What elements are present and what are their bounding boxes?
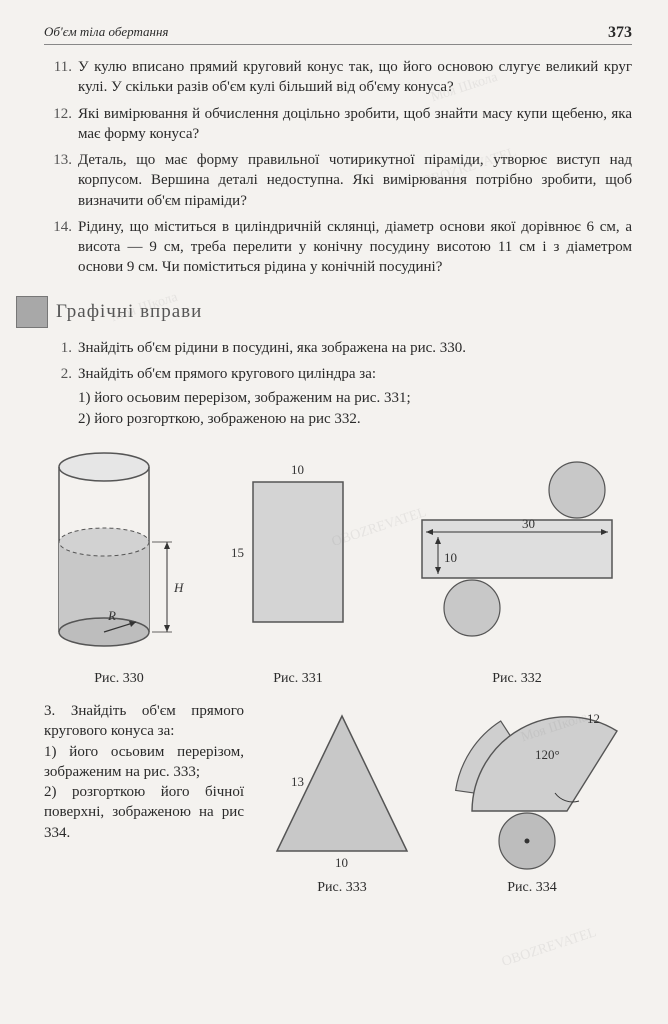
label-len: 30 [522, 516, 535, 531]
exercise-3-intro: Знайдіть об'єм прямого кругового конуса … [44, 703, 244, 739]
figure-334: 120° 12 Рис. 334 [437, 701, 627, 896]
caption-332: Рис. 332 [402, 671, 632, 687]
problem-text: Які вимірювання й обчислення доцільно зр… [78, 104, 632, 145]
section-graphic-exercises: Графічні вправи [16, 296, 632, 328]
rect-svg: 10 15 [223, 442, 373, 662]
exercise-text: Знайдіть об'єм прямого кругового циліндр… [78, 364, 632, 384]
problem-number: 13. [44, 150, 78, 211]
exercise-number: 2. [44, 364, 78, 384]
problem-text: У кулю вписано прямий круговий конус так… [78, 57, 632, 98]
sector-svg: 120° 12 [437, 701, 627, 871]
caption-331: Рис. 331 [223, 671, 373, 687]
page-number: 373 [608, 24, 632, 42]
watermark: OBOZREVATEL [500, 925, 599, 971]
problem-number: 12. [44, 104, 78, 145]
exercise-2-sub2: 2) його розгорткою, зображеною на рис 33… [44, 411, 632, 428]
label-radius: 12 [587, 711, 600, 726]
problem-11: 11. У кулю вписано прямий круговий конус… [44, 57, 632, 98]
running-header: Об'єм тіла обертання 373 [44, 24, 632, 45]
triangle-svg: 13 10 [257, 701, 427, 871]
exercise-3: 3. Знайдіть об'єм прямого кругового кону… [44, 701, 252, 896]
figure-333: 13 10 Рис. 333 [257, 701, 427, 896]
cylinder-svg: R H [44, 442, 194, 662]
exercise-number: 1. [44, 338, 78, 358]
exercise-2-sub1: 1) його осьовим перерізом, зображеним на… [44, 390, 632, 407]
caption-333: Рис. 333 [257, 880, 427, 896]
label-slant: 13 [291, 774, 304, 789]
figure-row-1: R H Рис. 330 10 15 Рис. 331 [44, 442, 632, 687]
problem-text: Деталь, що має форму правильної чотирику… [78, 150, 632, 211]
label-base: 10 [335, 855, 348, 870]
section-icon [16, 296, 48, 328]
caption-330: Рис. 330 [44, 671, 194, 687]
exercise-text: Знайдіть об'єм рідини в посудині, яка зо… [78, 338, 632, 358]
exercise-2: 2. Знайдіть об'єм прямого кругового цилі… [44, 364, 632, 384]
header-title: Об'єм тіла обертання [44, 24, 168, 42]
exercise-3-sub2: 2) розгорткою його бічної поверхні, зобр… [44, 784, 244, 841]
caption-334: Рис. 334 [437, 880, 627, 896]
problem-number: 14. [44, 217, 78, 278]
label-w: 10 [291, 462, 304, 477]
problem-14: 14. Рідину, що міститься в циліндричній … [44, 217, 632, 278]
problem-number: 11. [44, 57, 78, 98]
label-H: H [173, 580, 184, 595]
problem-13: 13. Деталь, що має форму правильної чоти… [44, 150, 632, 211]
exercise-3-sub1: 1) його осьовим перерізом, зображеним на… [44, 744, 244, 780]
problem-text: Рідину, що міститься в циліндричній скля… [78, 217, 632, 278]
problem-12: 12. Які вимірювання й обчислення доцільн… [44, 104, 632, 145]
label-h: 15 [231, 545, 244, 560]
exercise-1: 1. Знайдіть об'єм рідини в посудині, яка… [44, 338, 632, 358]
figure-row-2: 3. Знайдіть об'єм прямого кругового кону… [44, 701, 632, 896]
label-angle: 120° [535, 747, 560, 762]
net-svg: 30 10 [402, 442, 632, 662]
figure-330: R H Рис. 330 [44, 442, 194, 687]
textbook-page: Об'єм тіла обертання 373 11. У кулю впис… [0, 0, 668, 1024]
label-hgt: 10 [444, 550, 457, 565]
label-R: R [107, 608, 116, 623]
figure-332: 30 10 Рис. 332 [402, 442, 632, 687]
section-label: Графічні вправи [56, 301, 202, 323]
exercise-number: 3. [44, 703, 55, 719]
figure-331: 10 15 Рис. 331 [223, 442, 373, 687]
